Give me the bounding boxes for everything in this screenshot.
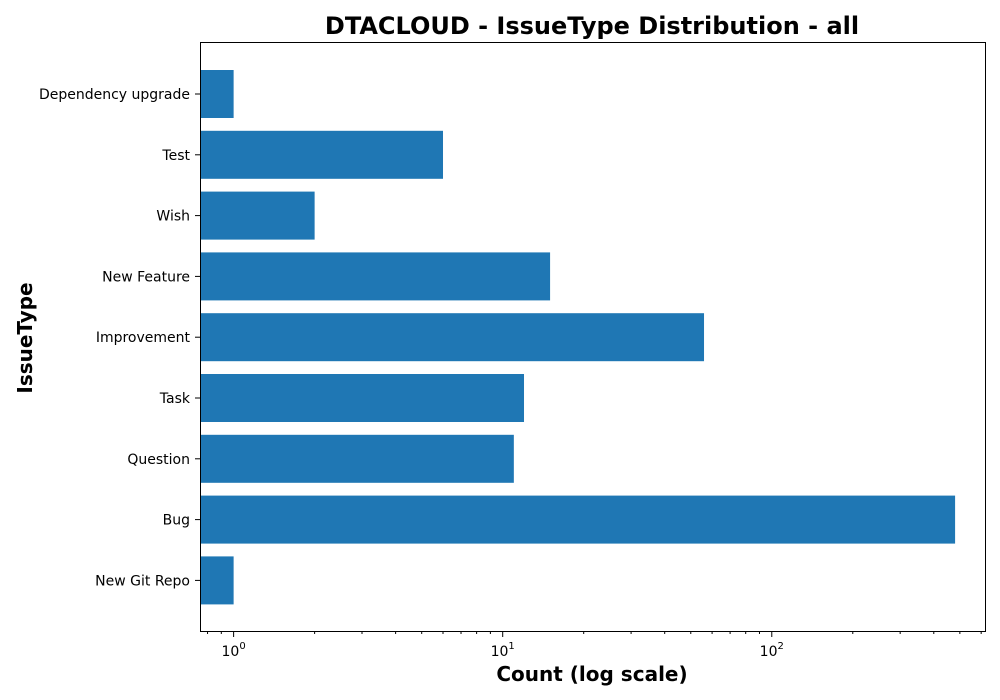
y-tick-label: Improvement [96,330,191,346]
y-tick-label: Question [127,452,190,468]
bar-test [200,130,444,179]
y-tick-label: Wish [156,209,190,225]
x-tick-label: 102 [760,641,784,660]
y-tick-label: Dependency upgrade [39,87,190,103]
bar-dependency-upgrade [200,70,234,118]
bar-question [200,434,514,483]
y-tick-label: Bug [163,513,190,529]
x-tick-label: 101 [491,641,515,660]
bar-task [200,374,525,422]
bars-group [200,70,956,605]
y-tick-label: New Git Repo [95,573,190,589]
plot-frame [200,42,986,632]
y-tick-label: Test [161,148,190,164]
bar-wish [200,191,315,240]
y-tick-label: New Feature [102,269,190,285]
bar-new-feature [200,252,551,301]
chart-title: DTACLOUD - IssueType Distribution - all [325,12,859,40]
bar-new-git-repo [200,556,234,605]
bar-bug [200,495,956,544]
y-axis-label: IssueType [13,282,37,393]
x-axis-label: Count (log scale) [496,662,687,686]
bar-improvement [200,313,705,362]
x-ticks-group: 100 101 102 [207,631,982,660]
x-tick-label: 100 [222,641,246,660]
y-ticks-group: Dependency upgrade Test Wish New Feature Imp… [39,87,200,589]
y-tick-label: Task [159,391,191,407]
